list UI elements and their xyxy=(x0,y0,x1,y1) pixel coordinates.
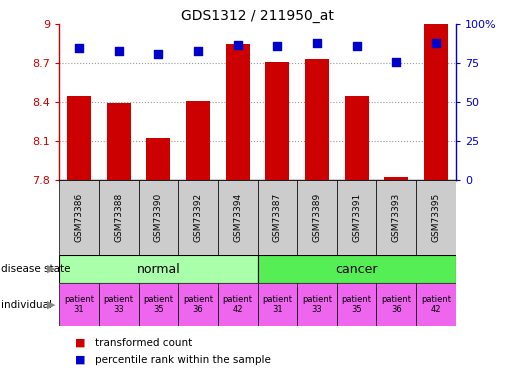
FancyBboxPatch shape xyxy=(59,283,99,326)
FancyBboxPatch shape xyxy=(337,180,376,255)
Bar xyxy=(107,104,131,180)
FancyBboxPatch shape xyxy=(337,283,376,326)
Text: GSM73394: GSM73394 xyxy=(233,193,242,242)
Point xyxy=(154,51,162,57)
Text: patient
42: patient 42 xyxy=(421,295,451,314)
Point xyxy=(392,59,401,65)
FancyBboxPatch shape xyxy=(258,255,456,283)
Text: patient
35: patient 35 xyxy=(341,295,372,314)
Bar xyxy=(345,96,369,180)
Text: disease state: disease state xyxy=(1,264,71,274)
FancyBboxPatch shape xyxy=(376,180,416,255)
Bar xyxy=(424,24,448,180)
FancyBboxPatch shape xyxy=(376,283,416,326)
Text: transformed count: transformed count xyxy=(95,338,193,348)
FancyBboxPatch shape xyxy=(218,180,258,255)
Text: percentile rank within the sample: percentile rank within the sample xyxy=(95,355,271,365)
Text: GSM73395: GSM73395 xyxy=(432,193,440,242)
Text: cancer: cancer xyxy=(335,262,378,276)
Text: GSM73393: GSM73393 xyxy=(392,193,401,242)
Title: GDS1312 / 211950_at: GDS1312 / 211950_at xyxy=(181,9,334,23)
FancyBboxPatch shape xyxy=(59,255,258,283)
Point xyxy=(114,48,123,54)
Point xyxy=(432,40,440,46)
FancyBboxPatch shape xyxy=(178,283,218,326)
Text: patient
31: patient 31 xyxy=(64,295,94,314)
Bar xyxy=(384,177,408,180)
Text: GSM73391: GSM73391 xyxy=(352,193,361,242)
Text: GSM73386: GSM73386 xyxy=(75,193,83,242)
FancyBboxPatch shape xyxy=(297,180,337,255)
Text: normal: normal xyxy=(136,262,180,276)
Point xyxy=(352,43,360,49)
Text: GSM73388: GSM73388 xyxy=(114,193,123,242)
FancyBboxPatch shape xyxy=(258,283,297,326)
Text: patient
33: patient 33 xyxy=(104,295,134,314)
Point xyxy=(233,42,242,48)
FancyBboxPatch shape xyxy=(59,180,99,255)
FancyBboxPatch shape xyxy=(139,180,178,255)
FancyBboxPatch shape xyxy=(297,283,337,326)
Point xyxy=(273,43,281,49)
Bar xyxy=(226,44,250,180)
Bar xyxy=(67,96,91,180)
Text: ■: ■ xyxy=(75,355,85,365)
Bar xyxy=(146,138,170,180)
Point xyxy=(313,40,321,46)
Text: ▶: ▶ xyxy=(47,300,56,310)
Text: GSM73392: GSM73392 xyxy=(194,193,202,242)
FancyBboxPatch shape xyxy=(258,180,297,255)
Text: individual: individual xyxy=(1,300,52,310)
Bar xyxy=(305,59,329,180)
FancyBboxPatch shape xyxy=(416,180,456,255)
Bar xyxy=(186,101,210,180)
Point xyxy=(75,45,83,51)
Text: patient
36: patient 36 xyxy=(183,295,213,314)
FancyBboxPatch shape xyxy=(99,283,139,326)
FancyBboxPatch shape xyxy=(99,180,139,255)
Text: patient
36: patient 36 xyxy=(381,295,411,314)
Text: GSM73390: GSM73390 xyxy=(154,193,163,242)
Text: patient
42: patient 42 xyxy=(222,295,253,314)
Text: patient
35: patient 35 xyxy=(143,295,174,314)
FancyBboxPatch shape xyxy=(218,283,258,326)
FancyBboxPatch shape xyxy=(178,180,218,255)
Text: patient
31: patient 31 xyxy=(262,295,293,314)
Bar xyxy=(265,62,289,180)
Text: ▶: ▶ xyxy=(47,264,56,274)
Text: GSM73389: GSM73389 xyxy=(313,193,321,242)
Text: patient
33: patient 33 xyxy=(302,295,332,314)
Point xyxy=(194,48,202,54)
Text: GSM73387: GSM73387 xyxy=(273,193,282,242)
FancyBboxPatch shape xyxy=(139,283,178,326)
Text: ■: ■ xyxy=(75,338,85,348)
FancyBboxPatch shape xyxy=(416,283,456,326)
